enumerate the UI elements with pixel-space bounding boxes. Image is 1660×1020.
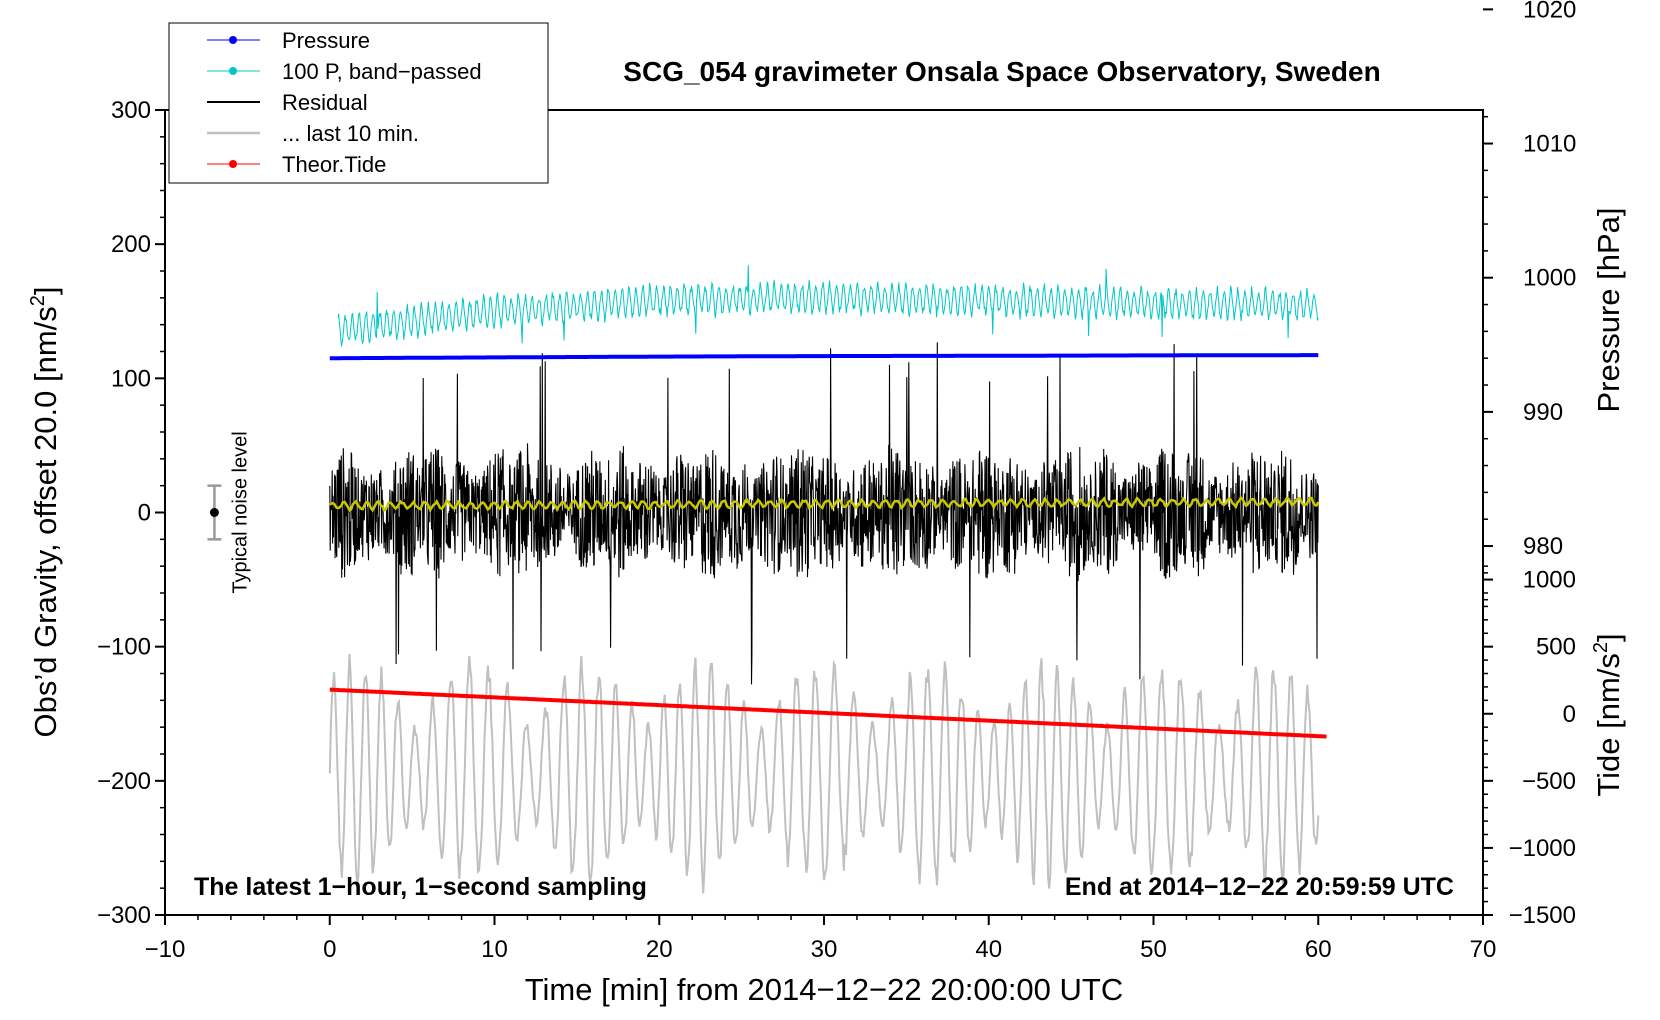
tide-tick-label: 500: [1536, 634, 1576, 661]
y-axis-left-label: Obs’d Gravity, offset 20.0 [nm/s2]: [27, 286, 63, 737]
series-residual: [329, 342, 1319, 685]
x-tick-label: 30: [811, 936, 838, 963]
legend-label-residual: Residual: [282, 90, 368, 115]
legend-dot-tide: [229, 160, 237, 168]
y-axis-pressure-label: Pressure [hPa]: [1591, 207, 1626, 412]
tide-tick-label: 0: [1563, 701, 1576, 728]
last-10-min-line: [328, 653, 1320, 894]
tide-line: [329, 687, 1327, 739]
band-passed-line: [337, 265, 1319, 347]
legend-box: [168, 22, 549, 184]
y-tick-label: −300: [97, 902, 151, 929]
series-residual-smoothed: [329, 495, 1320, 513]
x-tick-label: 60: [1305, 936, 1332, 963]
y-axis-tide-label: Tide [nm/s2]: [1590, 633, 1626, 796]
x-tick-label: 70: [1470, 936, 1497, 963]
smoothed-line: [329, 495, 1320, 513]
pressure-tick-label: 1000: [1523, 265, 1576, 292]
noise-level-bar: Typical noise level: [207, 431, 251, 594]
legend-dot-bandpassed: [229, 67, 237, 75]
series-band-passed: [337, 265, 1319, 347]
y-tick-label: −100: [97, 634, 151, 661]
noise-level-label: Typical noise level: [229, 431, 251, 593]
x-axis-label: Time [min] from 2014−12−22 20:00:00 UTC: [525, 972, 1124, 1007]
y-axis-tide-label-text: Tide [nm/s: [1591, 653, 1626, 797]
pressure-tick-label: 1020: [1523, 0, 1576, 23]
legend-label-tide: Theor.Tide: [282, 152, 386, 177]
y-axis-pressure: 9809901000101010201030: [1483, 0, 1576, 601]
y-axis-tide-label-close: ]: [1591, 633, 1626, 642]
tide-tick-label: −1000: [1509, 835, 1576, 862]
x-tick-label: 0: [323, 936, 336, 963]
y-tick-label: −200: [97, 768, 151, 795]
tide-tick-label: −500: [1522, 768, 1576, 795]
y-axis-left: −300 −200 −100 0 100 200 300: [97, 97, 165, 929]
pressure-tick-label: 990: [1523, 399, 1563, 426]
x-tick-label: 40: [975, 936, 1002, 963]
residual-line: [329, 342, 1319, 685]
y-tick-label: 300: [111, 97, 151, 124]
pressure-line: [329, 353, 1319, 361]
legend-label-bandpassed: 100 P, band−passed: [282, 59, 482, 84]
x-tick-label: 50: [1140, 936, 1167, 963]
pressure-tick-label: 1010: [1523, 131, 1576, 158]
annotation-latest-hour: The latest 1−hour, 1−second sampling: [194, 873, 647, 901]
tide-tick-label: 1000: [1523, 567, 1576, 594]
y-axis-left-label-sup: 2: [27, 295, 49, 306]
x-axis: −10 0 10 20 30 40 50 60 70: [145, 915, 1497, 963]
y-tick-label: 100: [111, 365, 151, 392]
annotation-end-time: End at 2014−12−22 20:59:59 UTC: [1065, 873, 1454, 901]
x-tick-label: 20: [646, 936, 673, 963]
series-theoretical-tide: [329, 687, 1327, 739]
chart-title: SCG_054 gravimeter Onsala Space Observat…: [623, 56, 1380, 87]
legend-label-pressure: Pressure: [282, 28, 370, 53]
legend: Pressure 100 P, band−passed Residual ... la…: [168, 22, 549, 184]
x-tick-label: 10: [481, 936, 508, 963]
series-pressure: [329, 353, 1319, 361]
y-axis-left-label-text: Obs’d Gravity, offset 20.0 [nm/s: [28, 306, 63, 737]
y-tick-label: 200: [111, 231, 151, 258]
y-tick-label: 0: [138, 500, 151, 527]
x-tick-label: −10: [145, 936, 186, 963]
legend-dot-pressure: [229, 36, 237, 44]
y-axis-tide: −1500 −1000 −500 0 500 1000: [1483, 565, 1576, 929]
y-axis-left-label-close: ]: [28, 286, 63, 295]
legend-label-last10: ... last 10 min.: [282, 121, 419, 146]
noise-bar-center: [209, 508, 219, 517]
y-axis-tide-label-sup: 2: [1590, 642, 1612, 653]
tide-tick-label: −1500: [1509, 902, 1576, 929]
pressure-tick-label: 980: [1523, 533, 1563, 560]
series-last-10-min: [328, 653, 1320, 894]
